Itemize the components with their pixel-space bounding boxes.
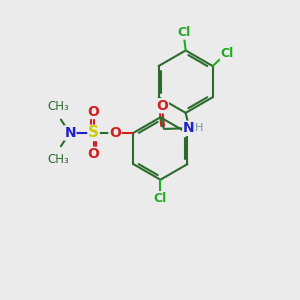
- Text: Cl: Cl: [178, 26, 191, 39]
- Text: CH₃: CH₃: [47, 100, 69, 113]
- Text: N: N: [183, 121, 194, 135]
- Text: Cl: Cl: [154, 192, 167, 205]
- Text: Cl: Cl: [220, 47, 234, 60]
- Text: N: N: [64, 126, 76, 140]
- Text: O: O: [157, 99, 168, 113]
- Text: H: H: [195, 123, 203, 133]
- Text: CH₃: CH₃: [47, 153, 69, 166]
- Text: O: O: [88, 104, 100, 118]
- Text: O: O: [109, 126, 121, 140]
- Text: O: O: [88, 147, 100, 161]
- Text: S: S: [88, 125, 99, 140]
